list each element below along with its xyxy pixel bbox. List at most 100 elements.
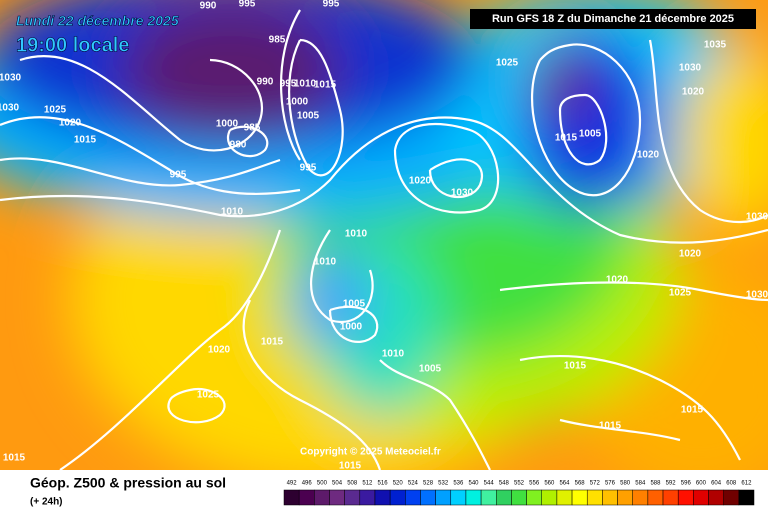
- isobar-label: 1015: [3, 453, 26, 464]
- isobar-label: 1030: [746, 212, 768, 223]
- scale-label: 596: [681, 481, 692, 487]
- run-info: Run GFS 18 Z du Dimanche 21 décembre 202…: [492, 13, 734, 25]
- scale-swatch: [677, 489, 694, 506]
- isobar-label: 1025: [669, 288, 692, 299]
- isobar-label: 1030: [451, 188, 474, 199]
- scale-swatch: [480, 489, 497, 506]
- isobar-label: 1005: [343, 299, 366, 310]
- scale-label: 548: [499, 481, 510, 487]
- scale-swatch: [329, 489, 345, 506]
- scale-swatch: [738, 489, 755, 506]
- scale-swatch: [541, 489, 558, 506]
- isobar-label: 1025: [197, 390, 220, 401]
- isobar-label: 995: [170, 170, 187, 181]
- isobar-label: 1010: [382, 349, 405, 360]
- isobar-label: 990: [257, 77, 274, 88]
- scale-label: 600: [696, 481, 707, 487]
- isobar-label: 1010: [221, 207, 244, 218]
- scale-label: 544: [484, 481, 495, 487]
- scale-label: 492: [287, 481, 298, 487]
- scale-swatch: [450, 489, 467, 506]
- isobar-label: 1020: [682, 87, 705, 98]
- isobars: [0, 9, 768, 470]
- isobar-label: 995: [323, 0, 340, 10]
- isobar-label: 1020: [606, 275, 629, 286]
- isobar-label: 1030: [679, 63, 702, 74]
- isobar-label: 1025: [496, 58, 519, 69]
- isobar-label: 1000: [340, 322, 363, 333]
- isobar-label: 980: [230, 140, 247, 151]
- isobar-label: 1015: [681, 405, 704, 416]
- isobar-label: 1020: [59, 118, 82, 129]
- isobar-label: 1030: [0, 73, 22, 84]
- scale-swatch: [405, 489, 421, 506]
- scale-label: 588: [650, 481, 661, 487]
- isobar-label: 1015: [314, 80, 337, 91]
- scale-label: 568: [575, 481, 586, 487]
- scale-swatch: [389, 489, 406, 506]
- colorbar: 492 496 500 504 508 512 516 520 524 528 532 536 540 5…: [283, 481, 755, 506]
- isobar-label: 1020: [208, 345, 231, 356]
- scale-swatch: [511, 489, 527, 506]
- isobar-label: 1020: [679, 249, 702, 260]
- scale-swatch: [359, 489, 376, 506]
- scale-swatch: [298, 489, 315, 506]
- scale-label: 612: [741, 481, 752, 487]
- isobar-label: 1015: [555, 133, 578, 144]
- time: 19:00 locale: [16, 34, 129, 56]
- scale-swatch: [708, 489, 724, 506]
- scale-label: 572: [590, 481, 601, 487]
- scale-swatch: [617, 489, 633, 506]
- isobar-label: 1010: [314, 257, 337, 268]
- isobar-label: 1000: [216, 119, 239, 130]
- isobar-label: 1030: [746, 290, 768, 301]
- scale-label: 608: [726, 481, 737, 487]
- scale-label: 564: [559, 481, 570, 487]
- isobar-label: 985: [244, 123, 261, 134]
- scale-swatch: [420, 489, 436, 506]
- scale-label: 524: [408, 481, 419, 487]
- isobar-label: 1005: [579, 129, 602, 140]
- scale-label: 592: [666, 481, 677, 487]
- isobar-label: 1015: [564, 361, 587, 372]
- scale-label: 532: [438, 481, 449, 487]
- isobar-label: 1035: [704, 40, 727, 51]
- scale-swatch: [662, 489, 679, 506]
- scale-swatch: [586, 489, 603, 506]
- run-box: [470, 9, 756, 29]
- isobar-label: 995: [300, 163, 317, 174]
- scale-swatch: [283, 489, 300, 506]
- date: Lundi 22 décembre 2025: [16, 13, 179, 29]
- isobar-label: 1015: [261, 337, 284, 348]
- scale-label: 508: [347, 481, 358, 487]
- scale-swatch: [602, 489, 618, 506]
- isobar-label: 1030: [0, 103, 20, 114]
- scale-label: 604: [711, 481, 722, 487]
- isobar-label: 1020: [409, 176, 432, 187]
- scale-label: 560: [544, 481, 555, 487]
- scale-swatch: [314, 489, 330, 506]
- scale-label: 516: [378, 481, 389, 487]
- scale-swatch: [435, 489, 452, 506]
- legend-title: Géop. Z500 & pression au sol: [30, 475, 226, 491]
- scale-swatch: [693, 489, 709, 506]
- scale-swatch: [647, 489, 664, 506]
- isobar-label: 995: [280, 79, 297, 90]
- scale-swatch: [632, 489, 649, 506]
- scale-swatch: [374, 489, 391, 506]
- scale-label: 504: [332, 481, 343, 487]
- isobar-label: 1015: [339, 461, 362, 472]
- scale-label: 512: [362, 481, 373, 487]
- scale-swatch: [723, 489, 740, 506]
- isobar-label: 1005: [419, 364, 442, 375]
- scale-label: 552: [514, 481, 525, 487]
- field: [0, 0, 768, 470]
- isobar-label: 1020: [637, 150, 660, 161]
- scale-swatch: [571, 489, 588, 506]
- legend-subtitle: (+ 24h): [30, 497, 63, 508]
- scale-label: 500: [317, 481, 328, 487]
- scale-label: 536: [453, 481, 464, 487]
- scale-label: 520: [393, 481, 404, 487]
